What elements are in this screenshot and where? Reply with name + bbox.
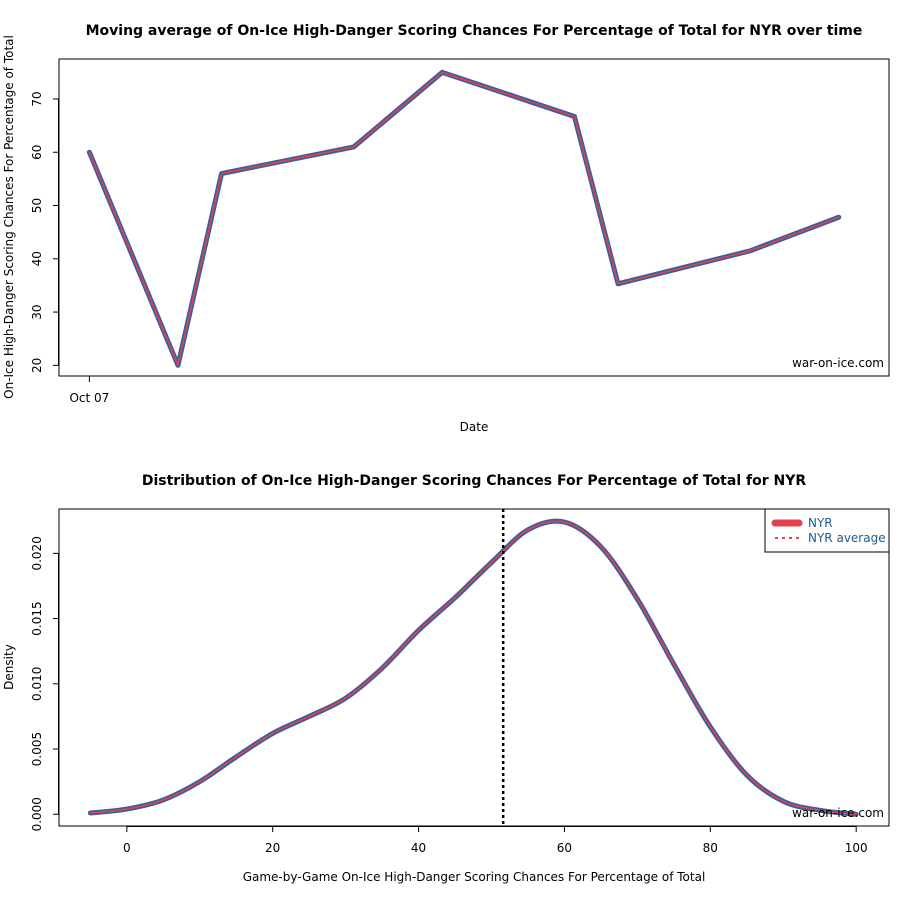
x-tick-label: 40 — [411, 841, 426, 855]
y-tick-label: 60 — [30, 145, 44, 160]
y-tick-label: 0.010 — [30, 667, 44, 701]
bottom-y-axis-label: Density — [2, 644, 16, 690]
top-y-axis: 20 30 40 50 60 70 — [30, 91, 59, 373]
bottom-chart-title: Distribution of On-Ice High-Danger Scori… — [142, 473, 806, 489]
top-x-axis: Oct 07 — [69, 376, 109, 405]
x-tick-label: 0 — [123, 841, 131, 855]
y-tick-label: 50 — [30, 198, 44, 213]
x-tick-label: 100 — [845, 841, 868, 855]
top-chart-title: Moving average of On-Ice High-Danger Sco… — [86, 23, 863, 39]
series-line-core — [88, 71, 840, 367]
top-plot-frame — [58, 58, 890, 377]
bottom-x-axis: 0 20 40 60 80 100 — [123, 826, 868, 855]
top-chart: Moving average of On-Ice High-Danger Sco… — [2, 23, 890, 434]
top-y-axis-label: On-Ice High-Danger Scoring Chances For P… — [2, 35, 16, 399]
y-tick-label: 0.020 — [30, 536, 44, 570]
x-tick-label: 60 — [557, 841, 572, 855]
bottom-watermark: war-on-ice.com — [792, 806, 884, 820]
y-tick-label: 30 — [30, 304, 44, 319]
bottom-density-curve — [87, 518, 859, 817]
legend-label-average: NYR average — [808, 531, 886, 545]
legend-label-nyr: NYR — [808, 516, 833, 530]
bottom-x-axis-label: Game-by-Game On-Ice High-Danger Scoring … — [243, 870, 706, 884]
bottom-plot-frame — [58, 508, 890, 827]
y-tick-label: 0.005 — [30, 732, 44, 766]
top-x-axis-label: Date — [460, 420, 489, 434]
x-tick-label: 20 — [265, 841, 280, 855]
y-tick-label: 40 — [30, 251, 44, 266]
series-line-outline — [86, 69, 842, 368]
y-tick-label: 0.015 — [30, 601, 44, 635]
legend: NYR NYR average — [764, 508, 890, 553]
top-series-line — [86, 69, 842, 368]
bottom-chart: Distribution of On-Ice High-Danger Scori… — [2, 473, 890, 884]
top-watermark: war-on-ice.com — [792, 356, 884, 370]
y-tick-label: 0.000 — [30, 797, 44, 831]
y-tick-label: 20 — [30, 358, 44, 373]
x-tick-label: Oct 07 — [69, 391, 109, 405]
density-curve-core — [89, 520, 857, 816]
legend-box — [764, 508, 890, 553]
y-tick-label: 70 — [30, 91, 44, 106]
x-tick-label: 80 — [703, 841, 718, 855]
bottom-y-axis: 0.000 0.005 0.010 0.015 0.020 — [30, 536, 59, 831]
